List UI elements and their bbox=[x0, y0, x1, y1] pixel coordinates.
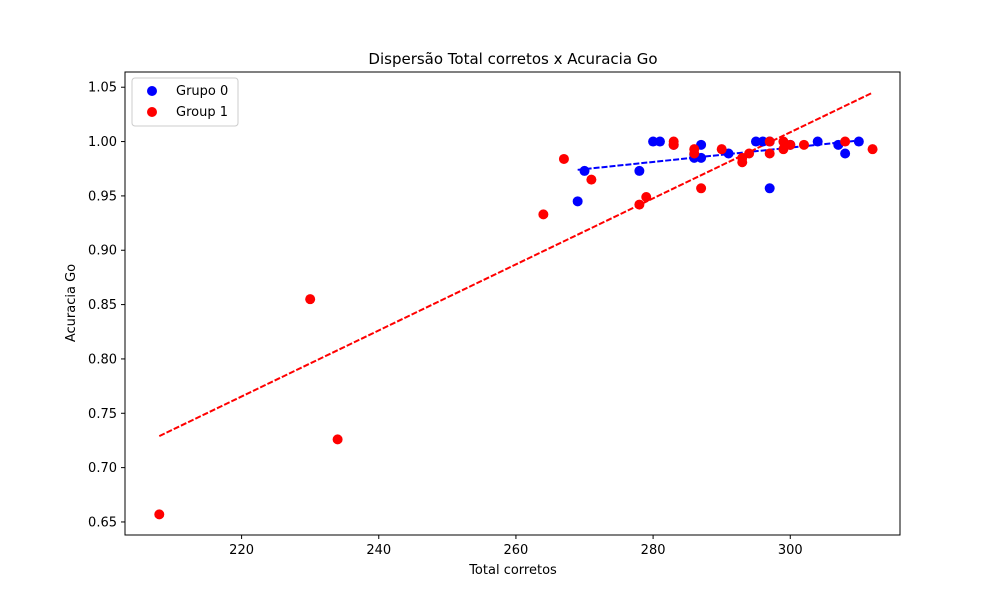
data-point-group-1 bbox=[668, 139, 679, 150]
data-point-group-1 bbox=[696, 183, 707, 194]
x-axis: 220 240 260 280 300 bbox=[229, 535, 803, 558]
legend-label-group-1: Group 1 bbox=[176, 105, 228, 120]
data-point-group-1 bbox=[332, 434, 343, 445]
y-tick-label: 0.70 bbox=[88, 461, 117, 476]
legend: Grupo 0 Group 1 bbox=[131, 77, 239, 127]
y-tick-label: 1.05 bbox=[88, 81, 117, 96]
data-points bbox=[154, 136, 878, 520]
y-tick-label: 0.80 bbox=[88, 352, 117, 367]
plot-area bbox=[124, 71, 901, 536]
data-point-grupo-0 bbox=[648, 136, 659, 147]
data-point-group-1 bbox=[744, 148, 755, 159]
trendlines bbox=[158, 91, 874, 437]
data-point-group-1 bbox=[798, 139, 809, 150]
data-point-group-1 bbox=[689, 148, 700, 159]
data-point-group-1 bbox=[764, 148, 775, 159]
legend-box bbox=[131, 77, 239, 127]
y-tick-label: 0.65 bbox=[88, 515, 117, 530]
data-point-group-1 bbox=[634, 199, 645, 210]
trendline-grupo-0 bbox=[577, 139, 859, 171]
data-point-group-1 bbox=[641, 191, 652, 202]
trendline-group-1 bbox=[158, 91, 874, 437]
data-point-grupo-0 bbox=[757, 136, 768, 147]
legend-marker-group-1 bbox=[147, 107, 157, 117]
x-tick-label: 240 bbox=[366, 543, 391, 558]
data-point-group-1 bbox=[716, 144, 727, 155]
data-point-grupo-0 bbox=[572, 196, 583, 207]
y-tick-label: 0.85 bbox=[88, 298, 117, 313]
data-point-group-1 bbox=[785, 139, 796, 150]
data-point-grupo-0 bbox=[764, 183, 775, 194]
data-point-group-1 bbox=[538, 209, 549, 220]
x-tick-label: 220 bbox=[229, 543, 254, 558]
x-tick-label: 280 bbox=[641, 543, 666, 558]
x-tick-label: 300 bbox=[778, 543, 803, 558]
data-point-group-1 bbox=[305, 294, 316, 305]
chart-title: Dispersão Total corretos x Acuracia Go bbox=[368, 50, 657, 68]
data-point-group-1 bbox=[154, 509, 165, 520]
data-point-group-1 bbox=[867, 144, 878, 155]
data-point-grupo-0 bbox=[654, 136, 665, 147]
data-point-grupo-0 bbox=[634, 165, 645, 176]
y-tick-label: 0.95 bbox=[88, 189, 117, 204]
data-point-group-1 bbox=[558, 153, 569, 164]
legend-label-grupo-0: Grupo 0 bbox=[176, 84, 228, 99]
data-point-grupo-0 bbox=[812, 136, 823, 147]
y-tick-label: 0.90 bbox=[88, 244, 117, 259]
data-point-group-1 bbox=[840, 136, 851, 147]
data-point-grupo-0 bbox=[853, 136, 864, 147]
data-point-grupo-0 bbox=[750, 136, 761, 147]
data-point-group-1 bbox=[764, 136, 775, 147]
data-point-group-1 bbox=[586, 174, 597, 185]
y-axis: 0.65 0.70 0.75 0.80 0.85 0.90 0.95 1.00 1.05 bbox=[88, 81, 125, 530]
y-tick-label: 1.00 bbox=[88, 135, 117, 150]
data-point-grupo-0 bbox=[579, 165, 590, 176]
x-tick-label: 260 bbox=[504, 543, 529, 558]
legend-marker-grupo-0 bbox=[147, 86, 157, 96]
y-tick-label: 0.75 bbox=[88, 407, 117, 422]
y-axis-label: Acuracia Go bbox=[64, 264, 79, 342]
data-point-grupo-0 bbox=[840, 148, 851, 159]
x-axis-label: Total corretos bbox=[468, 563, 557, 578]
